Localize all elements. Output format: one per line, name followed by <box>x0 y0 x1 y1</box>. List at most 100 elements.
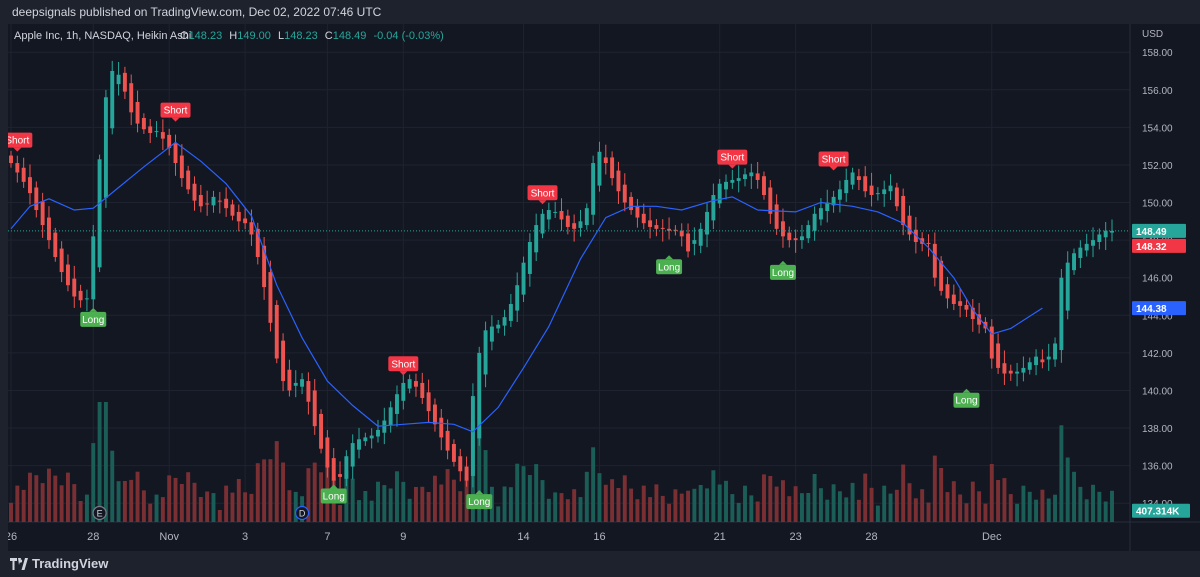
candle-body <box>660 227 665 229</box>
candle-body <box>799 236 804 241</box>
volume-bar <box>28 472 32 522</box>
volume-bar <box>913 498 918 522</box>
price-tick: 150.00 <box>1142 199 1173 210</box>
volume-bar <box>856 499 861 522</box>
candle-body <box>951 294 956 305</box>
candle-body <box>306 381 311 402</box>
signal-text: Long <box>323 492 345 503</box>
volume-bar <box>1015 503 1020 522</box>
volume-bar <box>527 475 532 522</box>
candle-body <box>129 83 134 113</box>
candle-body <box>154 131 159 133</box>
candle-body <box>901 195 906 226</box>
candle-body <box>489 326 494 342</box>
candle-body <box>1078 247 1083 258</box>
candle-body <box>907 215 912 235</box>
volume-bar <box>110 450 115 522</box>
volume-bar <box>1103 501 1108 522</box>
volume-bar <box>698 485 703 522</box>
volume-bar <box>907 483 912 522</box>
volume-bar <box>806 493 811 522</box>
signals: Short Short Long Long Short Long Short Long Shor… <box>2 102 980 510</box>
candle-body <box>1046 356 1051 360</box>
candle-body <box>262 245 267 288</box>
candle-body <box>167 134 172 149</box>
time-tick: 28 <box>865 531 877 543</box>
volume-bar <box>686 490 691 522</box>
volume-bar <box>970 481 975 522</box>
candle-body <box>274 304 279 359</box>
volume-bar <box>350 478 355 522</box>
legend-c-value: 148.49 <box>333 30 367 42</box>
event-label: E <box>97 509 103 519</box>
candle-body <box>439 417 444 438</box>
candle-body <box>698 228 703 246</box>
volume-bar <box>230 492 235 522</box>
candle-body <box>477 352 482 439</box>
candle-body <box>806 225 811 239</box>
moving-average-line <box>10 141 1043 433</box>
volume-bar <box>774 486 779 522</box>
price-tag-text: 407.314K <box>1136 507 1180 518</box>
signal-box <box>769 264 796 280</box>
volume-bar <box>1046 498 1051 522</box>
volume-bar <box>546 498 551 522</box>
candle-body <box>496 324 501 329</box>
candle-body <box>312 390 317 427</box>
signal-pointer <box>962 388 971 393</box>
candle-body <box>28 177 32 194</box>
volume-bar <box>572 489 577 522</box>
volume-bar <box>901 464 906 522</box>
signal-short: Short <box>2 132 33 152</box>
chart-canvas[interactable]: Short Short Long Long Short Long Short Long Shor… <box>2 24 1200 551</box>
signal-box <box>953 392 980 408</box>
signal-long: Long <box>656 255 683 275</box>
signal-pointer <box>728 164 737 169</box>
volume-bar <box>1040 489 1045 522</box>
candle-body <box>717 183 722 204</box>
candle-body <box>21 167 26 182</box>
volume-bar <box>274 441 279 522</box>
tradingview-logo[interactable]: TradingView <box>10 551 108 577</box>
signal-box <box>160 102 191 118</box>
candle-body <box>47 217 51 241</box>
candle-body <box>243 218 248 224</box>
candle-body <box>743 174 747 180</box>
volume-bar <box>496 506 501 522</box>
signal-pointer <box>665 255 674 260</box>
candle-body <box>432 404 437 425</box>
price-tick: 144.00 <box>1142 311 1173 322</box>
volume-bar <box>9 502 13 522</box>
candle-body <box>629 196 634 211</box>
price-tick: 152.00 <box>1142 161 1173 172</box>
volume-bar <box>799 493 804 522</box>
candle-body <box>369 435 374 439</box>
candle-body <box>1110 230 1114 233</box>
candle-body <box>730 179 735 183</box>
volume-bar <box>989 464 994 522</box>
signal-text: Long <box>82 315 104 326</box>
candle-body <box>812 213 817 231</box>
candle-body <box>540 213 545 234</box>
candle-body <box>293 382 298 386</box>
volume-bar <box>186 472 191 522</box>
price-chart[interactable]: Short Short Long Long Short Long Short Long Shor… <box>2 24 1200 551</box>
legend-c-label: C <box>325 30 333 42</box>
volume-bar <box>205 491 210 522</box>
volume-bar <box>1084 499 1089 522</box>
signal-box <box>2 132 33 148</box>
candle-body <box>1097 234 1102 242</box>
candle-body <box>192 183 197 201</box>
volume-bar <box>534 464 539 522</box>
volume-bar <box>249 493 254 522</box>
price-tag <box>1132 238 1186 253</box>
legend-change: -0.04 (-0.03%) <box>373 30 443 42</box>
volume-bar <box>1021 485 1026 522</box>
volume-bar <box>591 447 596 522</box>
volume-bar <box>502 486 507 522</box>
candle-body <box>179 155 184 179</box>
candle-body <box>1065 262 1070 311</box>
volume-bar <box>825 499 830 522</box>
price-tag-text: 144.38 <box>1136 304 1167 315</box>
candle-body <box>534 225 539 253</box>
